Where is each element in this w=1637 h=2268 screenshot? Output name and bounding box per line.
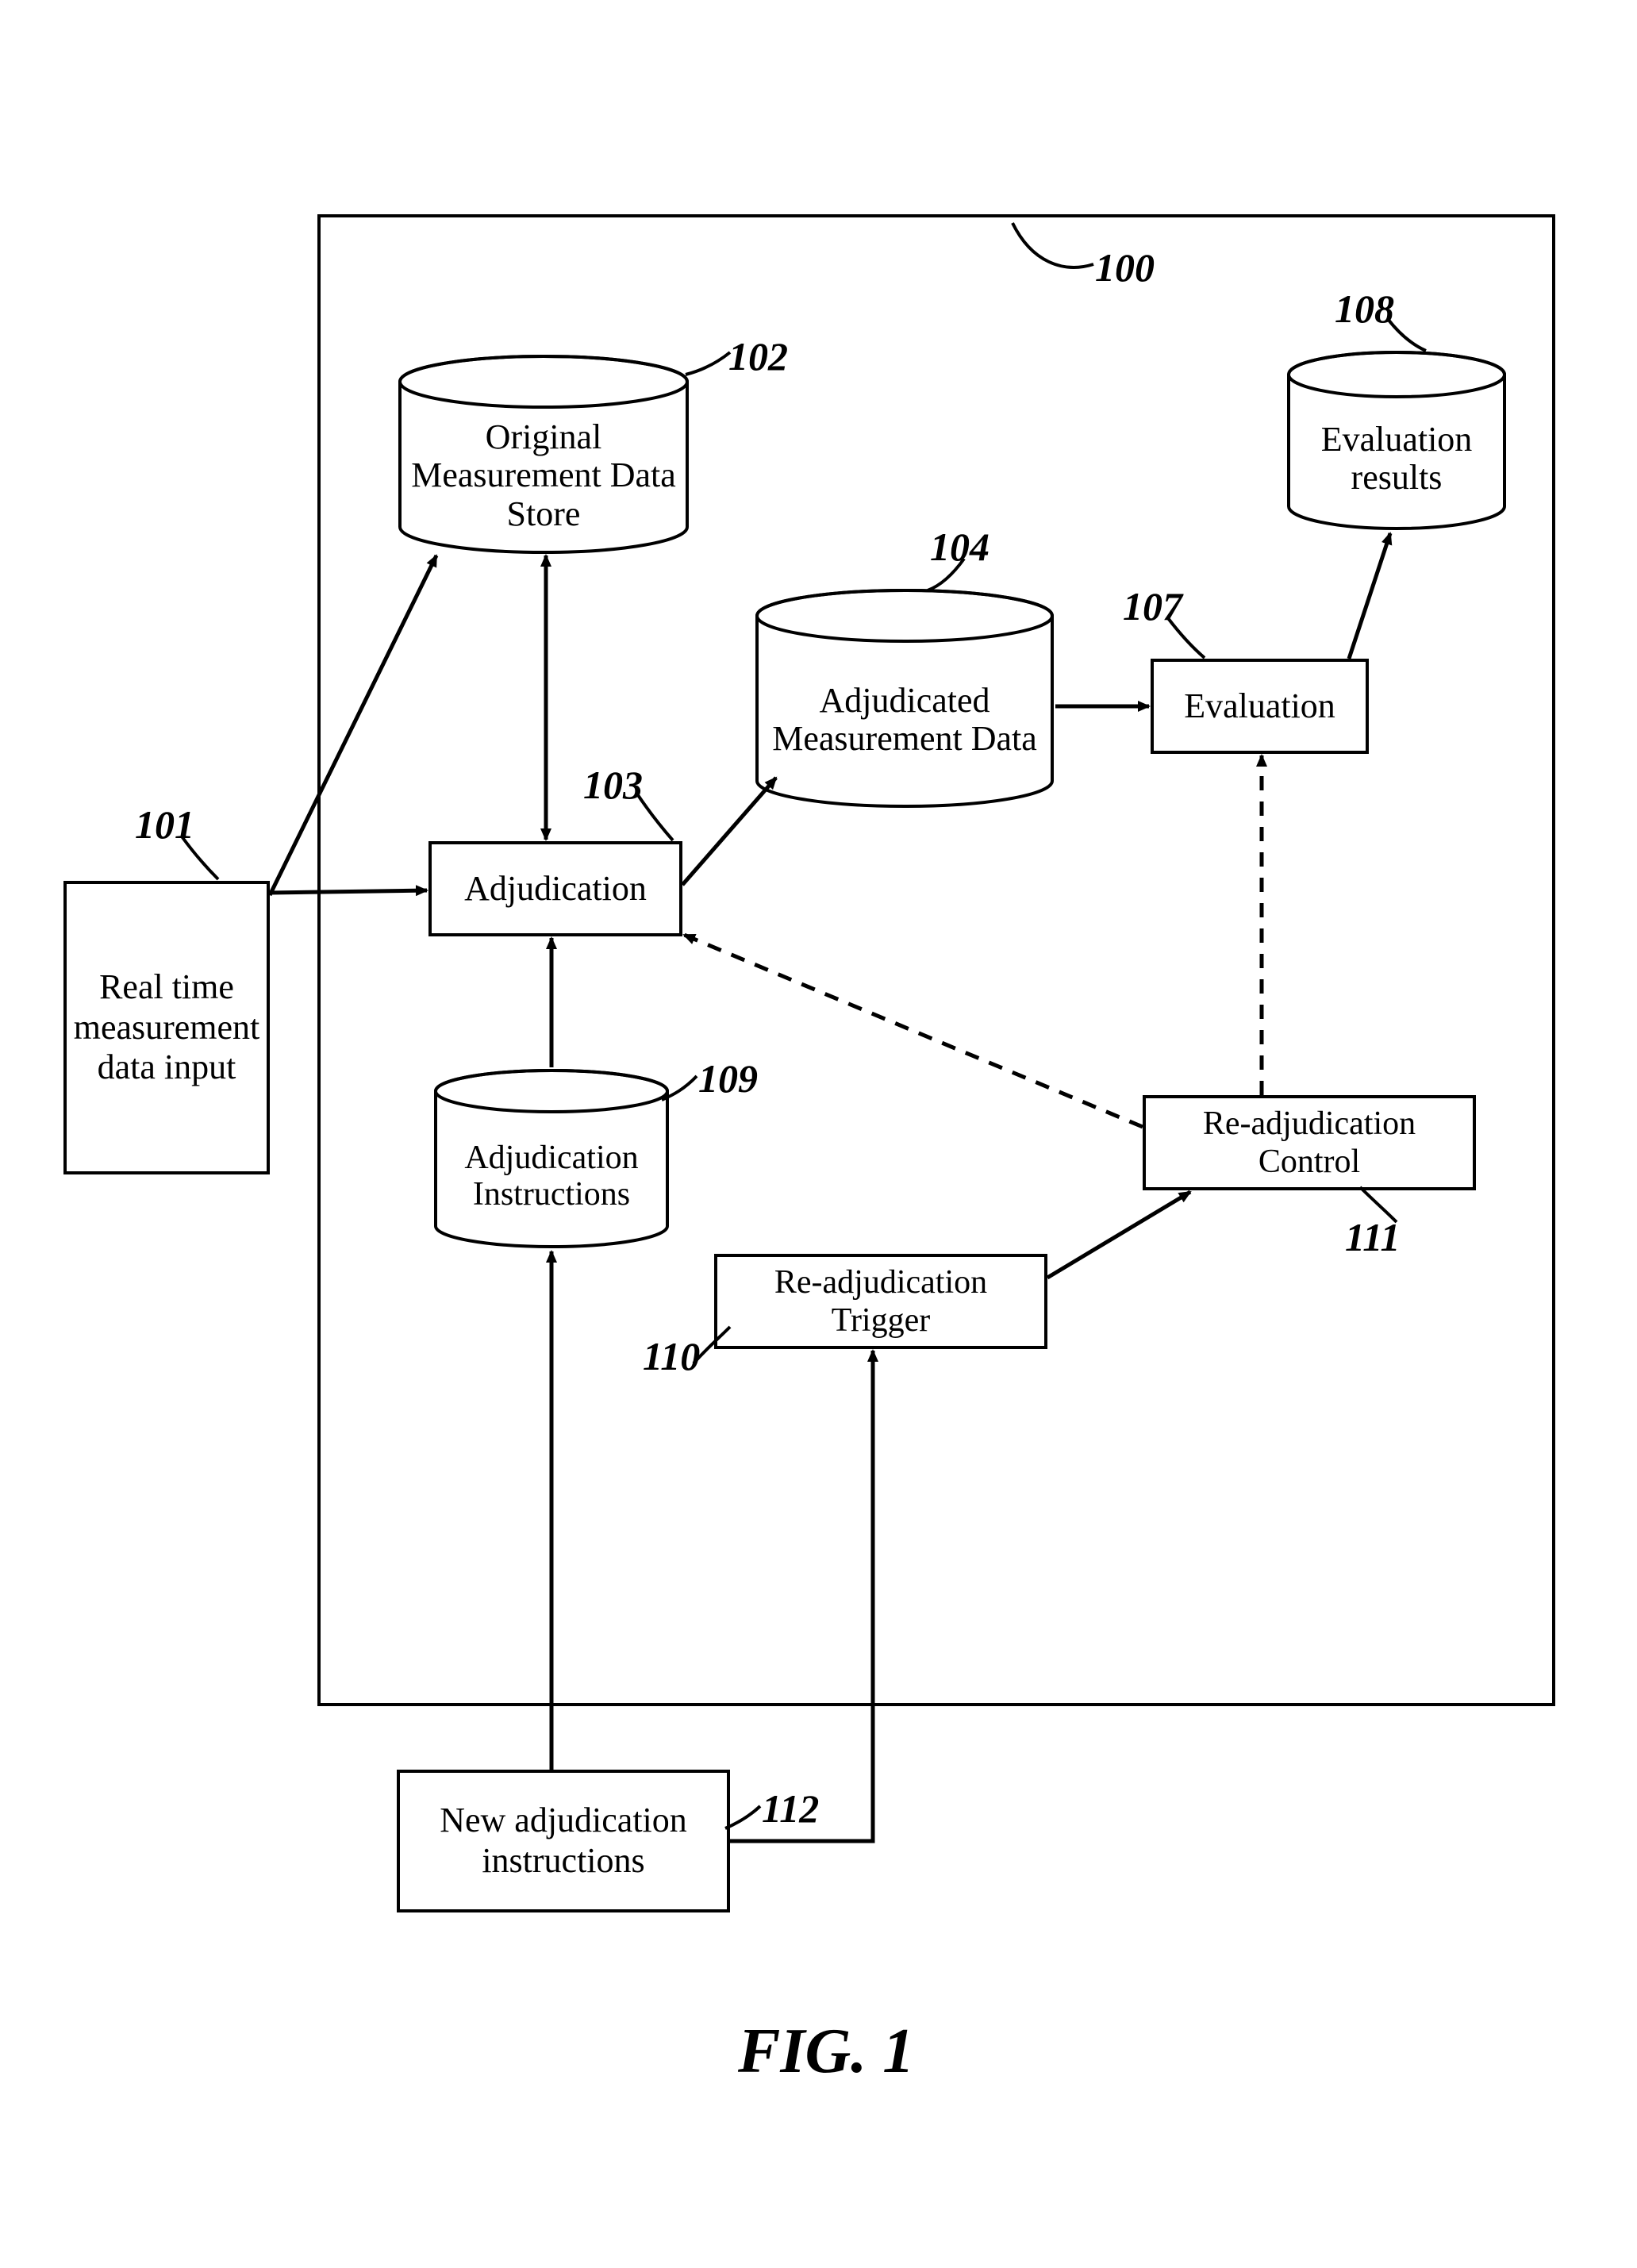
leader-101 (179, 833, 222, 885)
label-101: Real time measurement data input (74, 967, 260, 1088)
cylinder-104: Adjudicated Measurement Data (754, 587, 1055, 809)
label-107: Evaluation (1184, 686, 1335, 727)
ref-112: 112 (762, 1786, 819, 1832)
box-101: Real time measurement data input (63, 881, 270, 1174)
leader-109 (659, 1073, 702, 1106)
leader-110 (690, 1324, 734, 1367)
label-103: Adjudication (464, 869, 647, 909)
label-109: Adjudication Instructions (432, 1113, 671, 1239)
leader-108 (1385, 316, 1432, 356)
cylinder-108: Evaluation results (1285, 349, 1508, 532)
label-102: Original Measurement Data Store (397, 410, 690, 541)
leader-103 (633, 790, 677, 845)
label-110: Re-adjudication Trigger (728, 1263, 1033, 1340)
cylinder-102: Original Measurement Data Store (397, 353, 690, 555)
leader-104 (924, 555, 972, 595)
leader-107 (1165, 615, 1209, 663)
figure-caption: FIG. 1 (738, 2016, 914, 2088)
leader-100 (1008, 218, 1095, 282)
label-104: Adjudicated Measurement Data (754, 644, 1055, 795)
leader-102 (682, 349, 738, 381)
box-103: Adjudication (428, 841, 682, 936)
ref-109: 109 (698, 1055, 758, 1101)
ref-100: 100 (1095, 244, 1155, 290)
label-112: New adjudication instructions (411, 1801, 716, 1881)
leader-112 (722, 1803, 766, 1835)
box-111: Re-adjudication Control (1143, 1095, 1476, 1190)
box-107: Evaluation (1151, 659, 1369, 754)
label-111: Re-adjudication Control (1157, 1105, 1462, 1182)
label-108: Evaluation results (1285, 398, 1508, 519)
box-110: Re-adjudication Trigger (714, 1254, 1047, 1349)
cylinder-109: Adjudication Instructions (432, 1067, 671, 1250)
box-112: New adjudication instructions (397, 1770, 730, 1912)
leader-111 (1357, 1184, 1401, 1228)
